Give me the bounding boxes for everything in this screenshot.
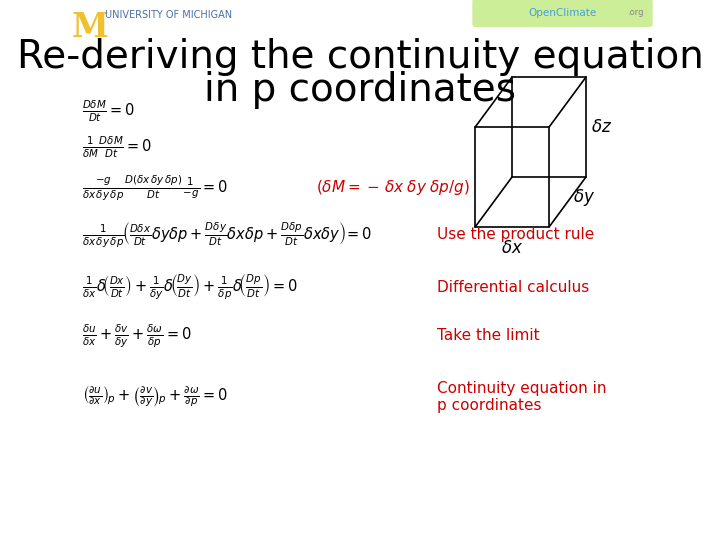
Text: .org: .org (627, 9, 644, 17)
Text: $\frac{\delta u}{\delta x} + \frac{\delta v}{\delta y} + \frac{\delta\omega}{\de: $\frac{\delta u}{\delta x} + \frac{\delt… (82, 322, 192, 349)
Text: in p coordinates: in p coordinates (204, 71, 516, 109)
Text: $\left(\frac{\partial u}{\partial x}\right)_{\!p} + \left(\frac{\partial v}{\par: $\left(\frac{\partial u}{\partial x}\rig… (82, 384, 228, 409)
Text: $(\delta M = -\,\delta x\;\delta y\;\delta p/g)$: $(\delta M = -\,\delta x\;\delta y\;\del… (315, 178, 469, 198)
Text: Re-deriving the continuity equation: Re-deriving the continuity equation (17, 38, 703, 76)
Text: OpenClimate: OpenClimate (528, 8, 597, 18)
Text: Take the limit: Take the limit (437, 328, 539, 343)
Text: $\frac{1}{\delta x}\delta\!\left(\frac{Dx}{Dt}\right) + \frac{1}{\delta y}\delta: $\frac{1}{\delta x}\delta\!\left(\frac{D… (82, 273, 297, 302)
Text: $\delta y$: $\delta y$ (573, 187, 595, 208)
Text: $\frac{-g}{\delta x\,\delta y\,\delta p}\frac{D(\delta x\,\delta y\,\delta p)}{D: $\frac{-g}{\delta x\,\delta y\,\delta p}… (82, 173, 228, 202)
Text: $\delta x$: $\delta x$ (501, 239, 523, 256)
Text: $\frac{1}{\delta M}\frac{D\delta M}{Dt} = 0$: $\frac{1}{\delta M}\frac{D\delta M}{Dt} … (82, 135, 152, 160)
Text: Continuity equation in
p coordinates: Continuity equation in p coordinates (437, 381, 606, 413)
Text: $\delta z$: $\delta z$ (590, 118, 612, 136)
Text: M: M (71, 11, 109, 44)
Text: Use the product rule: Use the product rule (437, 227, 594, 242)
Text: UNIVERSITY OF MICHIGAN: UNIVERSITY OF MICHIGAN (104, 10, 232, 20)
Text: $\frac{1}{\delta x\,\delta y\,\delta p}\!\left(\frac{D\delta x}{Dt}\delta y\delt: $\frac{1}{\delta x\,\delta y\,\delta p}\… (82, 220, 372, 249)
Text: $\frac{D\delta M}{Dt} = 0$: $\frac{D\delta M}{Dt} = 0$ (82, 99, 135, 124)
FancyBboxPatch shape (472, 0, 652, 27)
Text: Differential calculus: Differential calculus (437, 280, 589, 295)
